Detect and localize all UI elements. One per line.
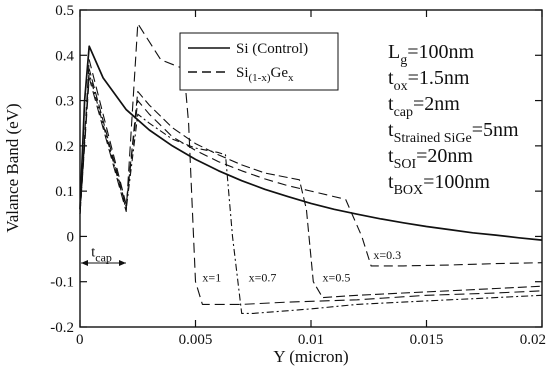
parameter-subscript: SOI (394, 157, 417, 172)
parameter-symbol: t (388, 119, 394, 141)
legend-label-sige-sub: (1-x) (249, 72, 271, 84)
parameter-symbol: t (388, 67, 394, 89)
parameter-subscript: ox (394, 79, 408, 94)
parameter-symbol: t (388, 145, 394, 167)
parameter-value: =20nm (416, 145, 473, 167)
y-tick-label: -0.2 (50, 320, 74, 336)
parameter-text: tox=1.5nm (388, 67, 470, 94)
y-tick-label: 0.5 (55, 3, 74, 19)
t-cap-arrowhead-right (119, 260, 126, 266)
annotation-x-0-7: x=0.7 (249, 271, 277, 285)
parameter-subscript: cap (394, 105, 413, 120)
legend-label-sige-base: Si (236, 65, 249, 81)
annotation-t-cap-sub: cap (95, 251, 112, 265)
y-tick-label: -0.1 (50, 275, 74, 291)
parameter-symbol: L (388, 41, 400, 63)
legend-label-si-control: Si (Control) (236, 41, 308, 57)
legend-box (179, 32, 339, 91)
t-cap-arrowhead-left (81, 260, 88, 266)
legend-label-sige: Si(1-x)Gex (236, 65, 294, 84)
annotation-x-1: x=1 (202, 271, 221, 285)
t-cap-arrow (81, 260, 126, 266)
x-axis-label: Y (micron) (273, 347, 348, 366)
annotation-t-cap: tcap (91, 245, 112, 265)
series-layer (79, 23, 543, 314)
parameter-value: =100nm (407, 41, 474, 63)
y-tick-label: 0.3 (55, 94, 74, 110)
parameter-subscript: g (400, 53, 407, 68)
parameter-subscript: BOX (394, 183, 424, 198)
y-tick-label: 0.4 (55, 48, 74, 64)
parameter-text: tcap=2nm (388, 93, 460, 120)
series-line-x-0-3 (79, 59, 543, 267)
series-line-si-control (79, 45, 543, 241)
parameter-value: =5nm (472, 119, 519, 141)
parameter-subscript: Strained SiGe (394, 131, 472, 146)
parameter-symbol: t (388, 93, 394, 115)
y-tick-label: 0.1 (55, 184, 74, 200)
y-axis-label: Valance Band (eV) (3, 103, 22, 232)
x-tick-label: 0.02 (520, 332, 546, 348)
x-tick-label: 0 (76, 332, 84, 348)
legend: Si (Control) Si(1-x)Gex (179, 32, 339, 91)
annotation-t-cap-base: t (91, 245, 96, 261)
annotations-layer: tcap x=1 x=0.7 x=0.5 x=0.3 (91, 245, 401, 285)
legend-label-sige-tail: Ge (271, 65, 289, 81)
ticks-layer: 0 0.005 0.01 0.015 0.02 -0.2 -0.1 0 0.1 0.2 0.3 0.4… (50, 3, 546, 348)
series-line-x-0-5 (79, 68, 543, 299)
parameter-text: tBOX=100nm (388, 171, 490, 198)
parameter-symbol: t (388, 171, 394, 193)
annotation-x-0-3: x=0.3 (373, 248, 401, 262)
y-tick-label: 0.2 (55, 139, 74, 155)
parameter-value: =2nm (413, 93, 460, 115)
x-tick-label: 0.01 (298, 332, 324, 348)
x-tick-label: 0.015 (410, 332, 444, 348)
annotation-x-0-5: x=0.5 (323, 271, 351, 285)
parameter-text: Lg=100nm (388, 41, 474, 68)
series-line-x-0-7 (79, 72, 543, 314)
series-line-x-1 (79, 23, 543, 305)
legend-label-sige-tail-sub: x (288, 72, 294, 84)
parameter-value: =1.5nm (408, 67, 470, 89)
y-tick-label: 0 (67, 229, 75, 245)
parameter-value: =100nm (423, 171, 490, 193)
parameter-text: tSOI=20nm (388, 145, 473, 172)
parameter-text: tStrained SiGe=5nm (388, 119, 519, 146)
x-tick-label: 0.005 (179, 332, 213, 348)
